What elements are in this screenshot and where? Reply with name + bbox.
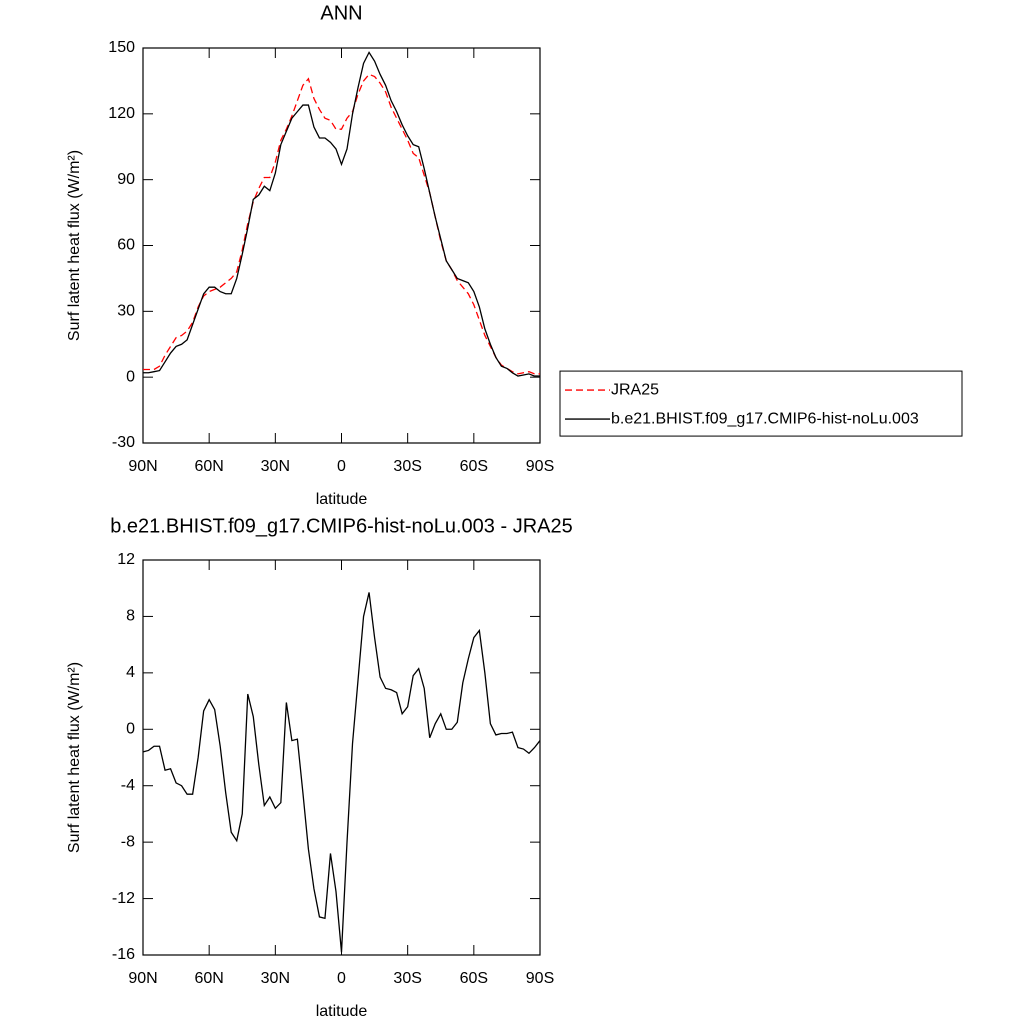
- y-tick-label: -16: [112, 946, 135, 963]
- y-tick-label: 8: [126, 608, 135, 625]
- data-line: [143, 51, 540, 377]
- data-line: [142, 592, 541, 953]
- x-tick-label: 30S: [393, 970, 421, 987]
- x-tick-label: 0: [337, 970, 346, 987]
- y-tick-label: 30: [117, 303, 135, 320]
- chart-title: b.e21.BHIST.f09_g17.CMIP6-hist-noLu.003 …: [110, 515, 572, 537]
- y-tick-label: 150: [108, 39, 135, 56]
- y-tick-label: 12: [117, 551, 135, 568]
- x-axis-label: latitude: [316, 491, 368, 508]
- y-axis-label: Surf latent heat flux (W/m²): [66, 662, 83, 853]
- x-tick-label: 60N: [194, 458, 223, 475]
- y-tick-label: -12: [112, 890, 135, 907]
- chart-title: ANN: [320, 2, 362, 24]
- plot-frame: [142, 559, 541, 956]
- legend-label: JRA25: [611, 381, 659, 398]
- y-tick-label: 120: [108, 105, 135, 122]
- y-tick-label: 0: [126, 721, 135, 738]
- y-tick-label: 4: [126, 664, 135, 681]
- x-axis-label: latitude: [316, 1003, 368, 1020]
- x-tick-label: 90N: [128, 970, 157, 987]
- y-tick-label: -30: [112, 434, 135, 451]
- y-tick-label: -4: [121, 777, 135, 794]
- x-tick-label: 30N: [261, 970, 290, 987]
- data-line: [143, 73, 540, 375]
- x-tick-label: 0: [337, 458, 346, 475]
- x-tick-label: 90S: [526, 970, 554, 987]
- x-tick-label: 60S: [460, 970, 488, 987]
- legend-label: b.e21.BHIST.f09_g17.CMIP6-hist-noLu.003: [611, 410, 919, 427]
- y-axis-label: Surf latent heat flux (W/m²): [66, 150, 83, 341]
- x-tick-label: 30N: [261, 458, 290, 475]
- y-tick-label: 90: [117, 171, 135, 188]
- x-tick-label: 60N: [194, 970, 223, 987]
- x-tick-label: 90N: [128, 458, 157, 475]
- x-tick-label: 90S: [526, 458, 554, 475]
- y-tick-label: 60: [117, 237, 135, 254]
- y-tick-label: -8: [121, 833, 135, 850]
- x-tick-label: 30S: [393, 458, 421, 475]
- x-tick-label: 60S: [460, 458, 488, 475]
- legend-box: [559, 370, 963, 437]
- y-tick-label: 0: [126, 368, 135, 385]
- plot-frame: [142, 47, 541, 444]
